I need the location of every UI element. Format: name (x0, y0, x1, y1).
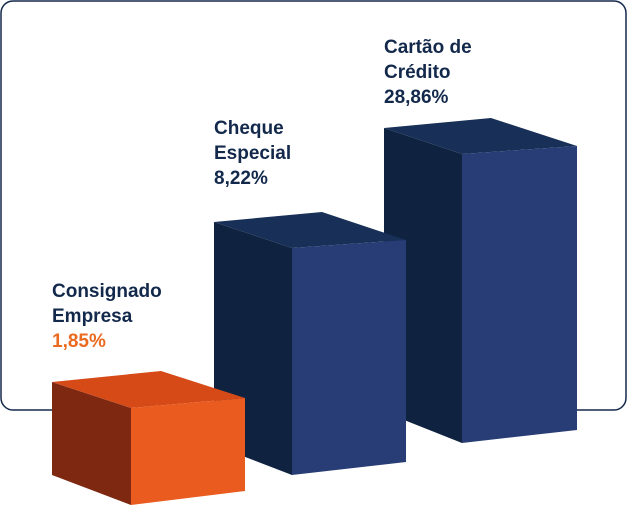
category-label: Empresa (52, 306, 133, 327)
bar-top (384, 118, 577, 154)
bar-front (462, 146, 577, 443)
value-label: 8,22% (214, 168, 268, 189)
category-label: Cheque (214, 118, 284, 139)
bar-consignado-empresa (52, 371, 245, 505)
bar-front (292, 240, 406, 475)
bar-top (52, 371, 245, 408)
bar-front (131, 398, 245, 505)
bar-top (214, 212, 406, 248)
bar-cartao-de-credito (384, 118, 577, 443)
category-label: Especial (214, 143, 292, 164)
label-cheque-especial: Cheque Especial 8,22% (214, 116, 291, 191)
value-label: 1,85% (52, 331, 106, 352)
category-label: Consignado (52, 281, 162, 302)
label-cartao-de-credito: Cartão de Crédito 28,86% (384, 35, 472, 110)
category-label: Crédito (384, 62, 451, 83)
bar-side (52, 382, 131, 505)
value-label: 28,86% (384, 87, 449, 108)
category-label: Cartão de (384, 37, 472, 58)
label-consignado-empresa: Consignado Empresa 1,85% (52, 279, 162, 354)
